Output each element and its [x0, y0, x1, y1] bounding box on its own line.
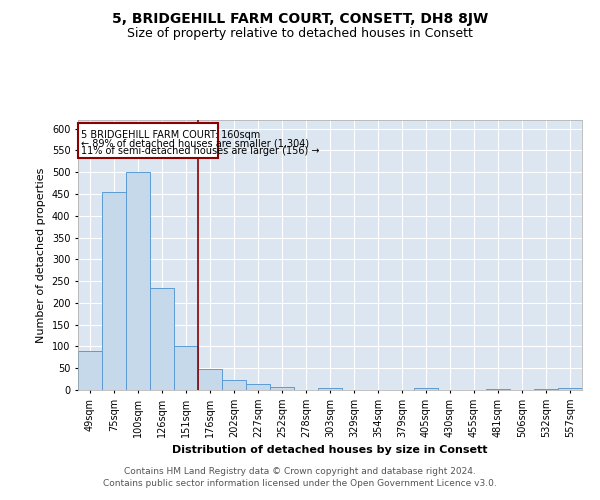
Text: Contains HM Land Registry data © Crown copyright and database right 2024.
Contai: Contains HM Land Registry data © Crown c… — [103, 466, 497, 487]
X-axis label: Distribution of detached houses by size in Consett: Distribution of detached houses by size … — [172, 446, 488, 456]
Bar — [318, 388, 342, 390]
Bar — [150, 288, 174, 390]
Bar — [126, 172, 150, 390]
Text: 5 BRIDGEHILL FARM COURT: 160sqm: 5 BRIDGEHILL FARM COURT: 160sqm — [81, 130, 260, 140]
Bar — [222, 380, 246, 390]
Bar — [414, 388, 438, 390]
Text: 11% of semi-detached houses are larger (156) →: 11% of semi-detached houses are larger (… — [81, 146, 319, 156]
Text: ← 89% of detached houses are smaller (1,304): ← 89% of detached houses are smaller (1,… — [81, 138, 309, 148]
Bar — [198, 369, 222, 390]
Bar — [102, 192, 126, 390]
FancyBboxPatch shape — [79, 122, 218, 158]
Bar — [486, 388, 510, 390]
Bar — [558, 388, 582, 390]
Bar — [246, 384, 270, 390]
Y-axis label: Number of detached properties: Number of detached properties — [36, 168, 46, 342]
Bar — [174, 346, 198, 390]
Text: Size of property relative to detached houses in Consett: Size of property relative to detached ho… — [127, 28, 473, 40]
Bar — [270, 386, 294, 390]
Bar — [78, 351, 102, 390]
Text: 5, BRIDGEHILL FARM COURT, CONSETT, DH8 8JW: 5, BRIDGEHILL FARM COURT, CONSETT, DH8 8… — [112, 12, 488, 26]
Bar — [534, 388, 558, 390]
